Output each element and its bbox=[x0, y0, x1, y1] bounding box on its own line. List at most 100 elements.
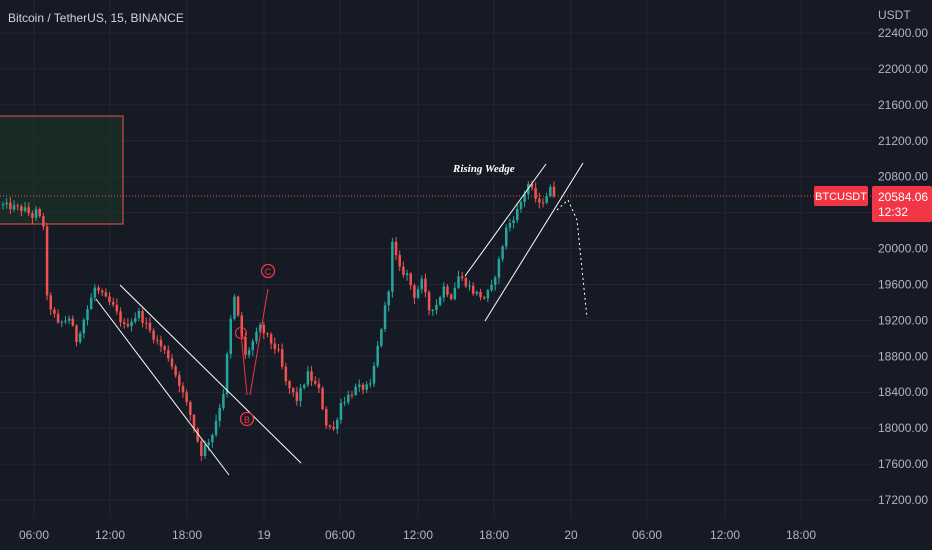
candle bbox=[23, 201, 27, 213]
candle bbox=[178, 371, 181, 393]
candle bbox=[280, 343, 284, 370]
candle bbox=[446, 284, 449, 297]
candle bbox=[277, 344, 280, 353]
price-tick-label: 17600.00 bbox=[878, 457, 928, 471]
candle bbox=[108, 292, 111, 306]
time-tick-label: 19 bbox=[257, 528, 271, 542]
candle bbox=[372, 362, 376, 388]
rising-wedge-lower[interactable] bbox=[484, 162, 584, 322]
candle bbox=[167, 345, 170, 362]
candle bbox=[111, 297, 115, 308]
candle bbox=[42, 213, 45, 231]
candle bbox=[200, 439, 203, 462]
candle bbox=[20, 204, 23, 217]
candle bbox=[130, 318, 133, 332]
price-tick-label: 18000.00 bbox=[878, 421, 928, 435]
candle bbox=[299, 384, 302, 407]
candle bbox=[295, 386, 299, 406]
candle bbox=[413, 283, 416, 305]
candle bbox=[291, 387, 295, 397]
price-tick-label: 17200.00 bbox=[878, 493, 928, 507]
price-axis[interactable]: USDT 17200.00 17600.00 18000.00 18400.00 188… bbox=[878, 8, 928, 507]
descending-channel-upper[interactable] bbox=[119, 284, 302, 464]
candle bbox=[56, 309, 60, 324]
symbol-title[interactable]: Bitcoin / TetherUS, 15, BINANCE bbox=[8, 11, 184, 25]
candle bbox=[9, 196, 12, 214]
wave-b-marker[interactable] bbox=[239, 411, 255, 427]
candle bbox=[350, 390, 354, 399]
candle bbox=[449, 292, 453, 301]
time-tick-label: 06:00 bbox=[19, 528, 49, 542]
candle bbox=[189, 400, 192, 421]
candle bbox=[222, 389, 225, 411]
candle bbox=[288, 379, 291, 395]
candle bbox=[504, 224, 508, 250]
candle bbox=[306, 366, 310, 388]
wave-down-line[interactable] bbox=[240, 332, 248, 396]
wave-up-line[interactable] bbox=[249, 288, 269, 396]
time-axis[interactable]: 06:00 12:00 18:00 19 06:00 12:00 18:00 20 06:00 1… bbox=[19, 528, 816, 542]
candle bbox=[34, 205, 38, 222]
candle bbox=[196, 427, 199, 443]
candle bbox=[75, 324, 78, 347]
candle bbox=[398, 250, 401, 272]
candle bbox=[97, 285, 100, 295]
candle bbox=[133, 312, 137, 324]
candle bbox=[67, 315, 71, 324]
candle bbox=[365, 381, 368, 394]
candle bbox=[538, 192, 541, 209]
time-tick-label: 06:00 bbox=[632, 528, 662, 542]
candle bbox=[332, 421, 335, 431]
candles bbox=[1, 180, 556, 462]
price-tag: BTCUSDT 20584.06 12:32 bbox=[814, 186, 932, 222]
candle bbox=[497, 256, 501, 284]
candle bbox=[100, 288, 104, 297]
rising-wedge-upper[interactable] bbox=[464, 163, 547, 277]
candle bbox=[218, 403, 221, 427]
projection-path[interactable] bbox=[556, 199, 588, 319]
candle bbox=[545, 192, 548, 205]
candle bbox=[486, 288, 490, 303]
candle bbox=[211, 433, 214, 448]
drawing-overlays[interactable] bbox=[95, 162, 588, 476]
candle bbox=[475, 290, 479, 297]
candle bbox=[383, 301, 387, 332]
last-price-tag-bg bbox=[872, 186, 932, 222]
time-tick-label: 12:00 bbox=[403, 528, 433, 542]
candle bbox=[508, 218, 512, 232]
time-tick-label: 18:00 bbox=[172, 528, 202, 542]
candle bbox=[1, 201, 5, 210]
candle bbox=[512, 216, 515, 229]
candle bbox=[251, 338, 255, 357]
time-tick-label: 20 bbox=[564, 528, 578, 542]
price-tick-label: 20800.00 bbox=[878, 170, 928, 184]
wave-a-marker[interactable] bbox=[234, 326, 248, 340]
candle bbox=[343, 396, 346, 407]
candle bbox=[141, 308, 144, 328]
candle bbox=[501, 244, 504, 262]
price-tick-label: 22000.00 bbox=[878, 62, 928, 76]
candle bbox=[431, 309, 435, 316]
candle bbox=[126, 318, 130, 328]
candle bbox=[424, 273, 427, 298]
ticker-tag-bg bbox=[814, 186, 868, 206]
candle bbox=[380, 328, 383, 348]
candle bbox=[192, 413, 196, 433]
wave-b-label: B bbox=[244, 415, 250, 425]
candle bbox=[185, 389, 188, 406]
candle bbox=[255, 327, 258, 345]
candle bbox=[457, 270, 460, 290]
supply-zone-box[interactable] bbox=[0, 115, 124, 225]
descending-channel-lower[interactable] bbox=[95, 298, 230, 476]
price-tick-label: 19600.00 bbox=[878, 277, 928, 291]
rising-wedge-label[interactable]: Rising Wedge bbox=[452, 163, 515, 175]
wave-c-marker[interactable] bbox=[260, 263, 276, 279]
wave-c-label: C bbox=[265, 267, 272, 277]
price-tick-label: 21600.00 bbox=[878, 98, 928, 112]
candle bbox=[152, 328, 155, 344]
candle bbox=[71, 315, 75, 327]
candle bbox=[31, 210, 34, 224]
candle bbox=[156, 335, 159, 345]
